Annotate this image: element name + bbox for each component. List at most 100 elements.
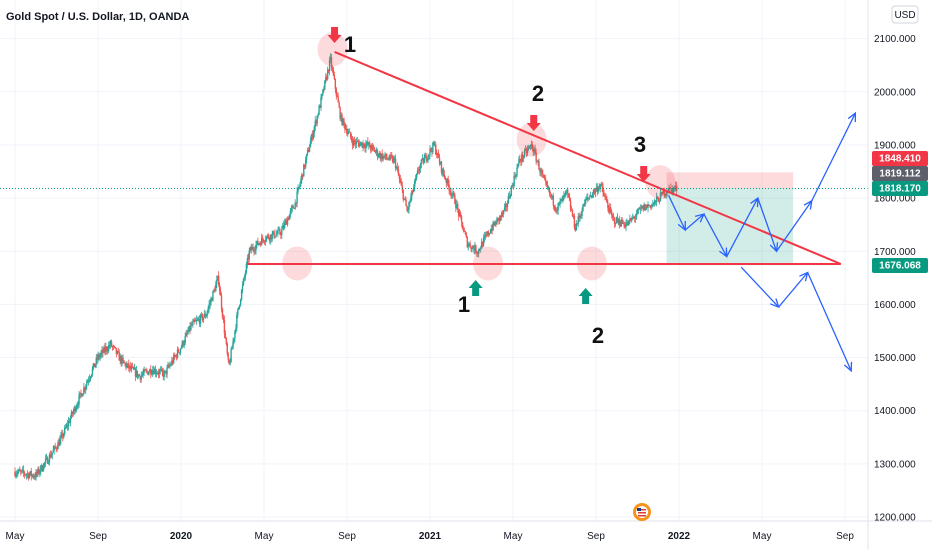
candle-body [345,128,347,130]
candle-body [30,471,32,477]
candle-body [665,192,667,195]
candle-body [359,143,361,147]
candle-body [113,346,116,348]
candle-body [228,359,230,364]
candle-body [326,69,329,80]
candle-body [14,471,16,477]
candle-body [167,365,169,368]
candle-body [412,190,414,192]
candle-body [258,243,260,245]
trough-count-label: 1 [458,292,470,317]
candle-body [397,169,400,176]
candle-body [531,144,534,150]
candle-body [568,197,571,201]
candle-body [555,210,557,212]
flag-icon[interactable] [633,503,651,521]
candle-body [147,371,149,375]
candle-body [215,284,217,292]
candle-body [306,150,309,155]
candle-body [572,215,575,217]
candle-body [635,214,638,217]
candle-body [377,156,380,157]
candle-body [484,235,487,237]
candle-body [400,182,403,186]
candle-body [209,302,211,305]
candle-body [361,142,363,148]
candle-body [166,367,168,375]
candle-body [357,141,359,143]
candle-body [312,132,315,139]
candle-body [115,348,118,354]
candle-body [382,155,384,160]
candle-body [256,240,258,245]
candle-body [594,189,597,193]
candle-body [128,363,130,369]
candle-body [391,156,393,158]
candle-body [515,175,517,177]
candle-body [75,407,77,412]
time-axis[interactable]: May Sep 2020 May Sep 2021 May Sep 2022 May Sep [6,531,855,542]
candle-body [74,407,76,412]
candle-body [297,187,299,192]
candle-body [422,158,425,164]
candle-body [201,314,204,321]
candle-body [84,387,86,390]
candle-body [182,341,184,346]
candle-body [606,198,608,203]
candle-body [189,326,191,331]
candle-body [76,405,78,408]
candle-body [511,184,513,187]
candle-body [43,462,46,464]
candle-body [241,284,244,291]
candle-body [662,190,665,194]
candle-body [618,219,621,225]
candle-body [216,279,218,285]
candle-body [50,454,53,458]
candle-body [106,347,108,351]
candle-body [589,195,592,198]
arrow-head [803,199,813,210]
candle-body [24,474,27,476]
candle-body [250,247,252,251]
candle-body [207,308,209,313]
candle-body [501,212,504,215]
candle-body [673,187,675,190]
peak-count-label: 2 [532,81,544,106]
candle-body [480,242,483,249]
up-arrow-icon [578,288,593,304]
candle-body [315,120,317,124]
candle-body [623,223,625,227]
currency-button[interactable]: USD [891,5,919,24]
candle-body [261,237,263,246]
price-label-badge [872,166,928,181]
candle-body [44,458,47,463]
candle-body [474,245,476,252]
candle-body [500,215,502,217]
candle-body [509,196,512,198]
candle-body [439,161,442,164]
candle-body [586,197,588,200]
candle-body [22,469,25,473]
candle-body [429,148,431,155]
candle-body [642,205,644,211]
candle-body [416,170,419,174]
candle-body [668,187,670,193]
candle-body [94,364,97,368]
candle-body [308,147,311,152]
candle-body [302,174,304,177]
candle-body [289,210,292,215]
candle-body [495,222,497,225]
candle-body [576,223,578,225]
candle-body [557,203,559,211]
candle-body [585,199,587,201]
price-axis[interactable]: 1200.000 1300.000 1400.000 1500.000 1600.000… [874,34,916,523]
candle-body [54,446,56,448]
candle-body [413,187,415,192]
candle-body [237,309,239,315]
candle-body [403,198,405,200]
candle-body [122,357,124,361]
candle-body [448,184,450,191]
candle-body [97,354,99,360]
x-tick-label: May [753,531,772,542]
